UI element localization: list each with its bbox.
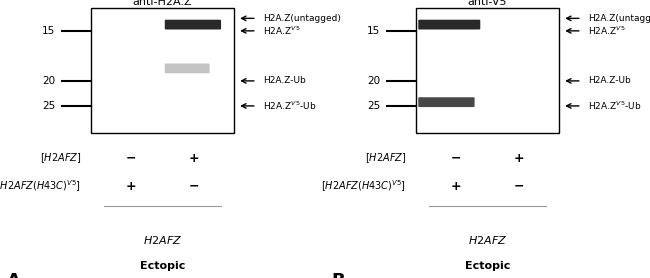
Text: [$\it{H2AFZ(H43C)}$$^{V5}$]: [$\it{H2AFZ(H43C)}$$^{V5}$] xyxy=(321,178,406,194)
Text: 25: 25 xyxy=(367,101,380,111)
Text: 20: 20 xyxy=(42,76,55,86)
Text: H2A.Z-Ub: H2A.Z-Ub xyxy=(588,76,631,85)
Text: B: B xyxy=(332,272,345,278)
Text: A: A xyxy=(6,272,20,278)
Text: −: − xyxy=(514,180,524,193)
Text: 25: 25 xyxy=(42,101,55,111)
Text: [$\it{H2AFZ(H43C)}$$^{V5}$]: [$\it{H2AFZ(H43C)}$$^{V5}$] xyxy=(0,178,81,194)
Text: −: − xyxy=(188,180,199,193)
FancyBboxPatch shape xyxy=(419,97,474,107)
Text: 20: 20 xyxy=(367,76,380,86)
Text: H2A.Z$^{V5}$: H2A.Z$^{V5}$ xyxy=(588,25,626,37)
Text: +: + xyxy=(514,152,525,165)
Text: −: − xyxy=(126,152,136,165)
Text: H2A.Z$^{V5}$-Ub: H2A.Z$^{V5}$-Ub xyxy=(263,100,317,112)
Text: Ectopic: Ectopic xyxy=(140,261,185,271)
Text: +: + xyxy=(188,152,200,165)
Text: anti-V5: anti-V5 xyxy=(468,0,507,7)
Bar xyxy=(416,8,559,133)
Text: H2A.Z$^{V5}$: H2A.Z$^{V5}$ xyxy=(263,25,301,37)
Text: [$\it{H2AFZ}$]: [$\it{H2AFZ}$] xyxy=(365,152,406,165)
FancyBboxPatch shape xyxy=(165,20,221,29)
Text: 15: 15 xyxy=(42,26,55,36)
Text: +: + xyxy=(450,180,462,193)
Text: −: − xyxy=(451,152,462,165)
Text: 15: 15 xyxy=(367,26,380,36)
FancyBboxPatch shape xyxy=(165,63,209,73)
Text: $\it{H2AFZ}$: $\it{H2AFZ}$ xyxy=(143,234,182,245)
Text: H2A.Z-Ub: H2A.Z-Ub xyxy=(263,76,306,85)
Text: Ectopic: Ectopic xyxy=(465,261,510,271)
Bar xyxy=(91,8,234,133)
Text: anti-H2A.Z: anti-H2A.Z xyxy=(133,0,192,7)
Text: H2A.Z(untagged): H2A.Z(untagged) xyxy=(588,14,650,23)
Text: +: + xyxy=(125,180,136,193)
FancyBboxPatch shape xyxy=(419,20,480,29)
Text: $\it{H2AFZ}$: $\it{H2AFZ}$ xyxy=(468,234,507,245)
Text: [$\it{H2AFZ}$]: [$\it{H2AFZ}$] xyxy=(40,152,81,165)
Text: H2A.Z(untagged): H2A.Z(untagged) xyxy=(263,14,341,23)
Text: H2A.Z$^{V5}$-Ub: H2A.Z$^{V5}$-Ub xyxy=(588,100,642,112)
